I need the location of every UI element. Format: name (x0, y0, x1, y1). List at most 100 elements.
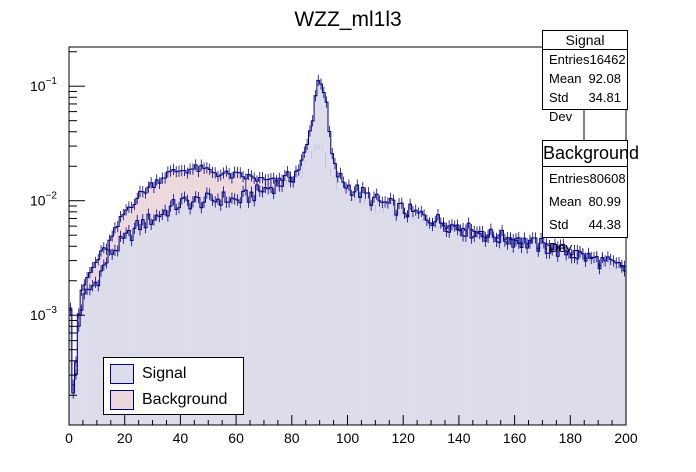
histogram-bar (511, 247, 515, 425)
histogram-bar (222, 192, 225, 425)
histogram-bar (378, 200, 381, 425)
stat-value: 44.38 (588, 217, 621, 232)
histogram-bar (450, 224, 454, 425)
histogram-bar (383, 201, 387, 425)
histogram-bar (107, 250, 111, 425)
histogram-bar (199, 207, 203, 425)
histogram-bar (213, 201, 217, 425)
histogram-bar (91, 285, 95, 425)
histogram-bar (467, 223, 471, 425)
legend-entry-background: Background (110, 389, 227, 411)
histogram-bar (570, 257, 574, 425)
histogram-bar (289, 181, 292, 425)
signal-stats-title: Signal (543, 31, 627, 50)
background-stats-title: Background (543, 141, 639, 167)
histogram-bar (294, 171, 298, 425)
histogram-bar (252, 200, 256, 425)
histogram-bar (492, 237, 496, 425)
histogram-bar (85, 289, 89, 425)
stat-label: Std Dev (549, 90, 573, 124)
histogram-bar (96, 285, 100, 425)
histogram-bar (216, 199, 220, 425)
histogram-bar (623, 270, 626, 425)
histogram-bar (561, 244, 565, 425)
histogram-bar (375, 194, 379, 425)
histogram-bar (341, 182, 345, 425)
histogram-bar (539, 238, 543, 425)
histogram-bar (322, 92, 326, 426)
histogram-bar (481, 236, 484, 425)
histogram-bar (573, 257, 576, 425)
histogram-bar (258, 191, 262, 425)
x-tick-label: 100 (336, 430, 360, 446)
histogram-bar (185, 200, 189, 425)
histogram-bar (442, 226, 445, 425)
y-tick-label: 10−2 (30, 191, 57, 209)
chart-title: WZZ_ml1l3 (294, 8, 401, 31)
histogram-bar (592, 257, 596, 425)
histogram-bar (286, 171, 290, 425)
legend-entry-signal: Signal (110, 363, 186, 385)
histogram-bar (149, 224, 153, 425)
x-tick-label: 80 (284, 430, 300, 446)
histogram-bar (82, 293, 86, 425)
histogram-bar (408, 204, 412, 425)
histogram-bar (464, 236, 468, 425)
x-tick-label: 120 (392, 430, 416, 446)
histogram-bar (119, 236, 122, 425)
histogram-bar (166, 215, 170, 425)
histogram-bar (333, 163, 337, 426)
histogram-bar (503, 241, 507, 425)
histogram-bar (308, 130, 312, 426)
histogram-bar (447, 232, 451, 425)
histogram-bar (74, 374, 78, 425)
histogram-bar (238, 202, 242, 425)
histogram-bar (405, 216, 409, 425)
histogram-bar (520, 247, 523, 425)
stat-value: 80608 (589, 171, 626, 186)
histogram-bars (68, 74, 626, 426)
histogram-bar (478, 233, 482, 425)
stat-label: Mean (549, 71, 582, 86)
histogram-bar (614, 262, 618, 425)
histogram-bar (69, 310, 72, 425)
histogram-bar (180, 198, 184, 425)
histogram-bar (241, 191, 245, 425)
histogram-bar (347, 185, 351, 425)
series-signal (68, 74, 626, 426)
histogram-bar (158, 216, 161, 425)
signal-stats-box: Signal Entries 16462 Mean 92.08 Std Dev … (542, 30, 628, 124)
histogram-bar (110, 254, 114, 425)
x-tick-label: 20 (117, 430, 133, 446)
histogram-bar (534, 237, 537, 425)
histogram-bar (355, 184, 359, 425)
histogram-bar (456, 229, 459, 425)
stat-value: 34.81 (588, 90, 621, 105)
histogram-bar (350, 195, 354, 425)
legend: Signal Background (103, 357, 244, 415)
histogram-bar (422, 214, 426, 425)
histogram-bar (314, 95, 317, 426)
legend-swatch-background (110, 390, 134, 410)
histogram-bar (330, 153, 334, 426)
histogram-bar (617, 262, 621, 425)
error-bars (69, 74, 626, 399)
histogram-bar (283, 175, 287, 425)
histogram-bar (71, 393, 75, 425)
histogram-bar (431, 225, 434, 425)
histogram-bar (612, 260, 615, 425)
histogram-bar (522, 238, 526, 425)
histogram-bar (581, 253, 585, 425)
histogram-bar (247, 202, 251, 425)
signal-stats-row: Std Dev 34.81 (543, 88, 627, 124)
histogram-bar (275, 180, 278, 425)
x-tick-label: 200 (614, 430, 638, 446)
histogram-bar (598, 268, 601, 425)
histogram-bar (403, 213, 406, 425)
x-tick-label: 60 (228, 430, 244, 446)
histogram-bar (219, 205, 223, 425)
legend-label-signal: Signal (142, 365, 187, 382)
histogram-bar (272, 193, 276, 425)
x-tick-label: 0 (65, 430, 73, 446)
histogram-bar (146, 214, 150, 425)
